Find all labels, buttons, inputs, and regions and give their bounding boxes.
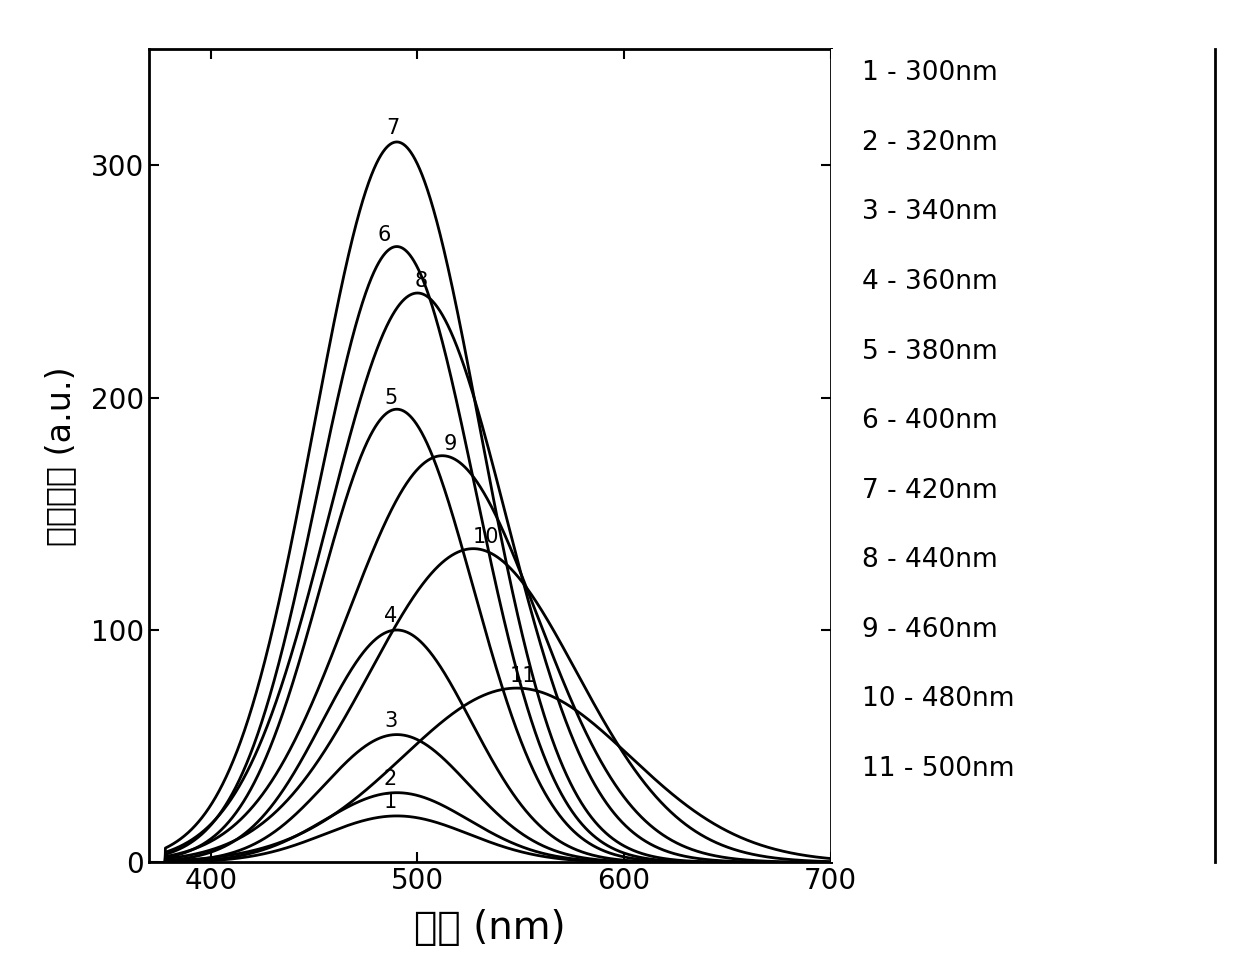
Text: 7 - 420nm: 7 - 420nm [862, 477, 997, 504]
Text: 1 - 300nm: 1 - 300nm [862, 61, 997, 86]
Text: 5: 5 [384, 388, 397, 408]
Text: 3: 3 [384, 710, 397, 731]
Text: 10: 10 [472, 527, 498, 547]
X-axis label: 波长 (nm): 波长 (nm) [414, 909, 565, 947]
Text: 6: 6 [378, 225, 391, 245]
Text: 8 - 440nm: 8 - 440nm [862, 547, 997, 573]
Text: 1: 1 [384, 792, 397, 812]
Text: 8: 8 [415, 271, 428, 291]
Text: 2: 2 [384, 768, 397, 789]
Text: 10 - 480nm: 10 - 480nm [862, 686, 1014, 712]
Text: 4 - 360nm: 4 - 360nm [862, 270, 997, 295]
Text: 5 - 380nm: 5 - 380nm [862, 338, 997, 365]
Y-axis label: 荧光强度 (a.u.): 荧光强度 (a.u.) [43, 366, 77, 546]
Text: 9 - 460nm: 9 - 460nm [862, 616, 997, 643]
Text: 9: 9 [444, 434, 458, 454]
Text: 7: 7 [386, 118, 399, 138]
Text: 2 - 320nm: 2 - 320nm [862, 130, 997, 156]
Text: 6 - 400nm: 6 - 400nm [862, 408, 997, 434]
Text: 11 - 500nm: 11 - 500nm [862, 756, 1014, 782]
Text: 4: 4 [384, 606, 397, 626]
Text: 3 - 340nm: 3 - 340nm [862, 200, 997, 225]
Text: 11: 11 [510, 666, 536, 686]
